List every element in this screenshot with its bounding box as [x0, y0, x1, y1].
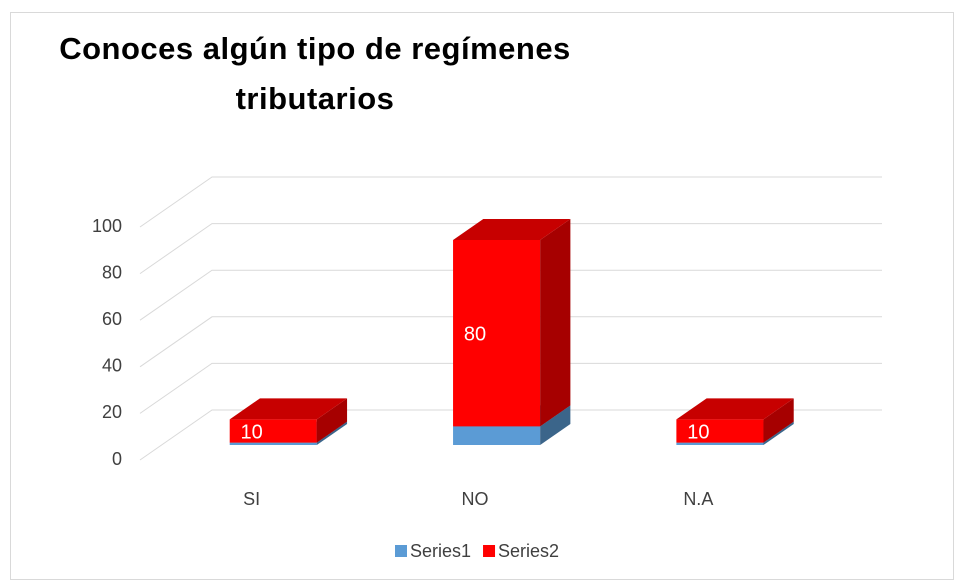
bar-front	[229, 442, 317, 445]
y-tick-label: 20	[102, 402, 122, 422]
grid-line	[139, 223, 882, 275]
bar-side	[763, 421, 794, 445]
chart-title: Conoces algún tipo de regímenes tributar…	[59, 31, 571, 116]
x-tick-label: SI	[243, 489, 260, 509]
bar-top	[676, 398, 794, 420]
y-tick-label: 0	[112, 449, 122, 469]
data-label: 10	[687, 421, 709, 443]
x-tick-label: N.A	[683, 489, 713, 509]
bar-front	[676, 442, 764, 445]
bar-side	[763, 398, 794, 443]
legend-swatch	[483, 545, 496, 557]
y-tick-label: 80	[102, 262, 122, 282]
bar-side	[316, 398, 348, 443]
grid-line	[139, 316, 882, 368]
bar-front	[229, 419, 317, 443]
bar-top	[453, 218, 571, 240]
bar-front	[453, 426, 541, 445]
bar-side	[540, 405, 571, 445]
legend-swatch	[395, 545, 407, 557]
y-tick-label: 40	[102, 356, 122, 376]
y-tick-label: 100	[92, 216, 122, 236]
grid-line	[139, 176, 882, 228]
grid-line	[139, 269, 882, 321]
bar-front	[676, 419, 764, 443]
bar-top	[229, 398, 348, 420]
legend-label: Series2	[498, 541, 559, 561]
data-label: 10	[241, 421, 263, 443]
grid-line	[139, 409, 882, 461]
bar-front	[453, 239, 541, 427]
legend-label: Series1	[410, 541, 471, 561]
bar-side	[540, 218, 571, 427]
chart-frame	[10, 12, 954, 580]
grid-line	[139, 362, 882, 414]
x-tick-label: NO	[462, 489, 489, 509]
bar-side	[316, 421, 348, 445]
data-label: 80	[464, 323, 486, 345]
y-tick-label: 60	[102, 309, 122, 329]
